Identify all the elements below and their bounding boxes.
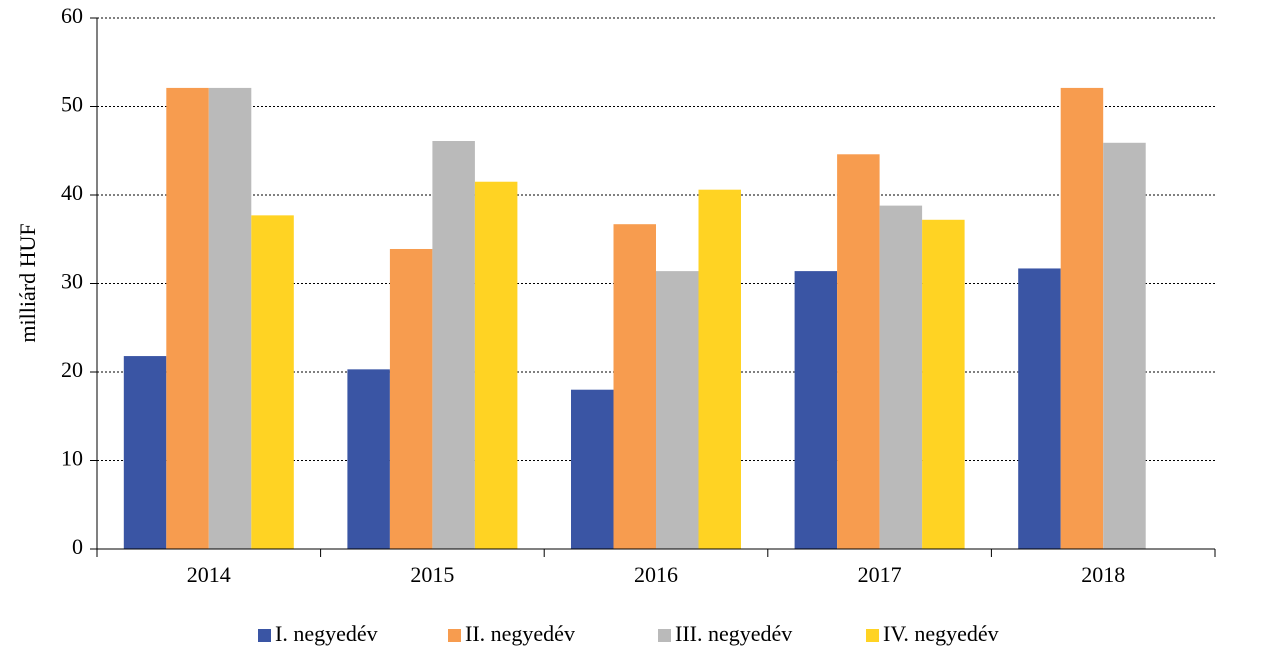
- y-tick-label: 10: [61, 446, 83, 471]
- legend-swatch: [448, 629, 461, 642]
- y-tick-label: 0: [72, 534, 83, 559]
- legend-label: II. negyedév: [465, 621, 575, 646]
- bar: [613, 224, 656, 549]
- bar: [879, 205, 923, 549]
- y-tick-label: 20: [61, 357, 83, 382]
- bar: [1018, 268, 1061, 549]
- legend-swatch: [258, 629, 271, 642]
- bar: [208, 87, 252, 549]
- bar: [347, 369, 390, 549]
- bar: [123, 356, 167, 549]
- y-tick-label: 30: [61, 269, 83, 294]
- bar: [922, 219, 965, 549]
- bar: [656, 271, 699, 549]
- y-tick-label: 50: [61, 92, 83, 117]
- y-axis-label: milliárd HUF: [15, 223, 40, 342]
- bar: [389, 248, 433, 550]
- bar: [251, 215, 294, 550]
- x-tick-label: 2016: [634, 562, 678, 587]
- legend-label: III. negyedév: [675, 621, 792, 646]
- bar: [432, 141, 475, 549]
- y-tick-label: 60: [61, 3, 83, 28]
- y-tick-label: 40: [61, 180, 83, 205]
- legend-label: IV. negyedév: [883, 621, 999, 646]
- bar: [698, 189, 741, 549]
- legend-label: I. negyedév: [275, 621, 378, 646]
- bar: [474, 181, 518, 549]
- bar: [794, 271, 838, 549]
- x-tick-label: 2015: [410, 562, 454, 587]
- bar: [1060, 87, 1104, 549]
- bar: [1103, 142, 1146, 549]
- x-tick-label: 2018: [1081, 562, 1125, 587]
- bar: [166, 87, 209, 549]
- legend-swatch: [866, 629, 879, 642]
- legend-swatch: [658, 629, 671, 642]
- bar: [837, 154, 880, 550]
- bar: [571, 389, 614, 549]
- x-tick-label: 2014: [187, 562, 231, 587]
- x-tick-label: 2017: [858, 562, 902, 587]
